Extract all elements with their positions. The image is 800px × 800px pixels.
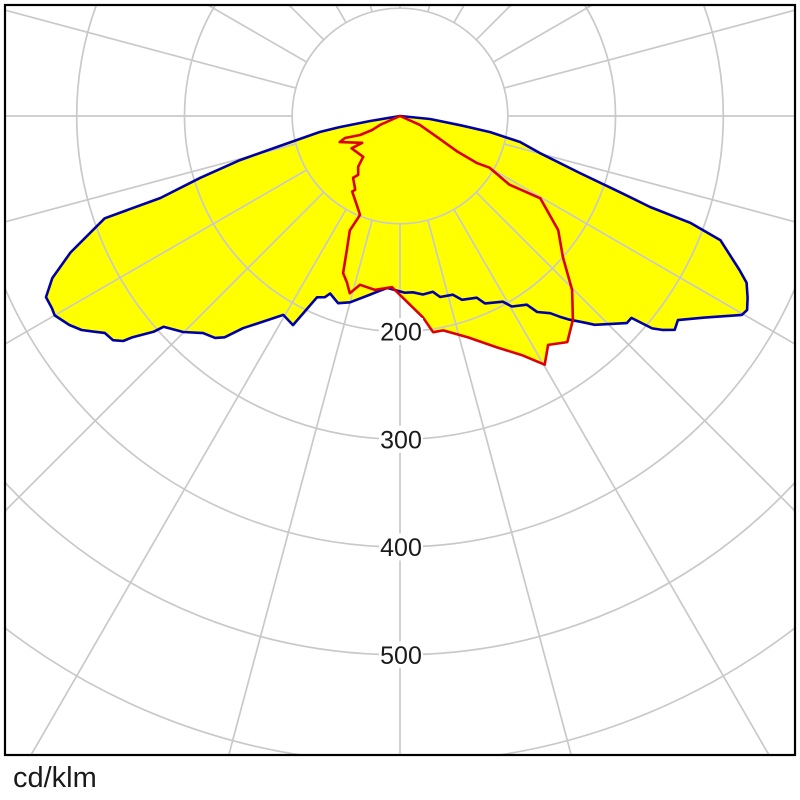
curve-c90-c270: [338, 114, 575, 367]
tick-label-200: 200: [380, 319, 422, 347]
tick-label-300: 300: [380, 426, 422, 454]
tick-label-bg-300: [379, 425, 423, 453]
grid-radial-line-30deg: [453, 208, 770, 755]
tick-label-500: 500: [380, 642, 422, 670]
plot-border: [3, 3, 797, 757]
tick-label-400: 400: [380, 534, 422, 562]
grid-radial-line-300deg: [5, 169, 308, 346]
tick-label-bg-200: [379, 318, 423, 345]
radial-tick-labels: 200 300 400 500: [379, 318, 423, 670]
grid-radial-line-330deg: [30, 208, 347, 755]
grid-radial-line-75deg: [503, 143, 795, 223]
grid-radial-line-255deg: [5, 9, 297, 89]
grid-radial-line-60deg: [492, 169, 795, 346]
unit-label: cd/klm: [13, 762, 97, 794]
grid-radial-line-120deg: [492, 5, 594, 63]
grid-radial-line-45deg: [475, 191, 795, 513]
tick-label-bg-400: [379, 533, 423, 561]
fill-area-c90-c270: [339, 116, 573, 365]
grid-radial-line-345deg: [227, 219, 373, 755]
grid-radial-line-315deg: [5, 191, 325, 513]
curve-fill-areas: [46, 116, 748, 365]
curve-c0-c180: [44, 114, 749, 343]
grid-radial-line-240deg: [206, 5, 308, 63]
grid-radial-line-15deg: [427, 219, 573, 755]
intensity-curves: [44, 114, 749, 367]
tick-label-bg-500: [379, 641, 423, 669]
grid-radial-line-285deg: [5, 143, 297, 223]
grid-radial-line-105deg: [503, 9, 795, 89]
